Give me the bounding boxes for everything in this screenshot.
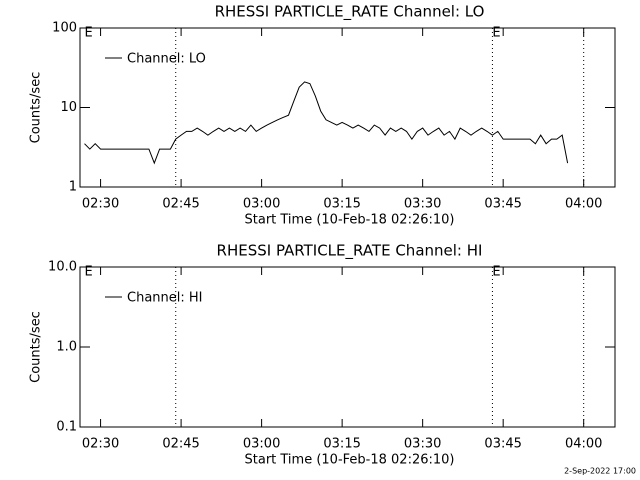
chart-title: RHESSI PARTICLE_RATE Channel: LO: [215, 3, 485, 22]
annotation: E: [84, 26, 92, 41]
y-tick-label: 1.0: [56, 340, 77, 355]
x-tick-label: 03:00: [243, 197, 280, 212]
y-axis-label: Counts/sec: [29, 72, 44, 144]
y-tick-label: 0.1: [56, 420, 77, 435]
y-tick-label: 1: [69, 180, 77, 195]
annotation: E: [492, 265, 500, 280]
x-tick-label: 03:30: [404, 437, 441, 452]
chart-title: RHESSI PARTICLE_RATE Channel: HI: [217, 242, 483, 261]
x-tick-label: 03:00: [243, 437, 280, 452]
y-tick-label: 100: [52, 21, 77, 36]
x-tick-label: 03:15: [323, 197, 360, 212]
x-tick-label: 03:15: [323, 437, 360, 452]
x-axis-label: Start Time (10-Feb-18 02:26:10): [245, 453, 455, 468]
x-tick-label: 02:30: [82, 437, 119, 452]
y-tick-label: 10.0: [48, 260, 77, 275]
x-tick-label: 02:45: [162, 197, 199, 212]
x-tick-label: 04:00: [565, 197, 602, 212]
x-tick-label: 04:00: [565, 437, 602, 452]
annotation: E: [84, 265, 92, 280]
legend-label: Channel: LO: [127, 52, 206, 67]
x-tick-label: 03:45: [484, 197, 521, 212]
footer: 2-Sep-2022 17:00: [564, 467, 636, 476]
annotation: E: [492, 26, 500, 41]
y-axis-label: Counts/sec: [29, 311, 44, 383]
legend-label: Channel: HI: [127, 291, 203, 306]
data-line: [84, 81, 569, 165]
x-tick-label: 02:45: [162, 437, 199, 452]
y-tick-label: 10: [60, 100, 77, 115]
x-axis-label: Start Time (10-Feb-18 02:26:10): [245, 213, 455, 228]
x-tick-label: 02:30: [82, 197, 119, 212]
x-tick-label: 03:45: [484, 437, 521, 452]
x-tick-label: 03:30: [404, 197, 441, 212]
